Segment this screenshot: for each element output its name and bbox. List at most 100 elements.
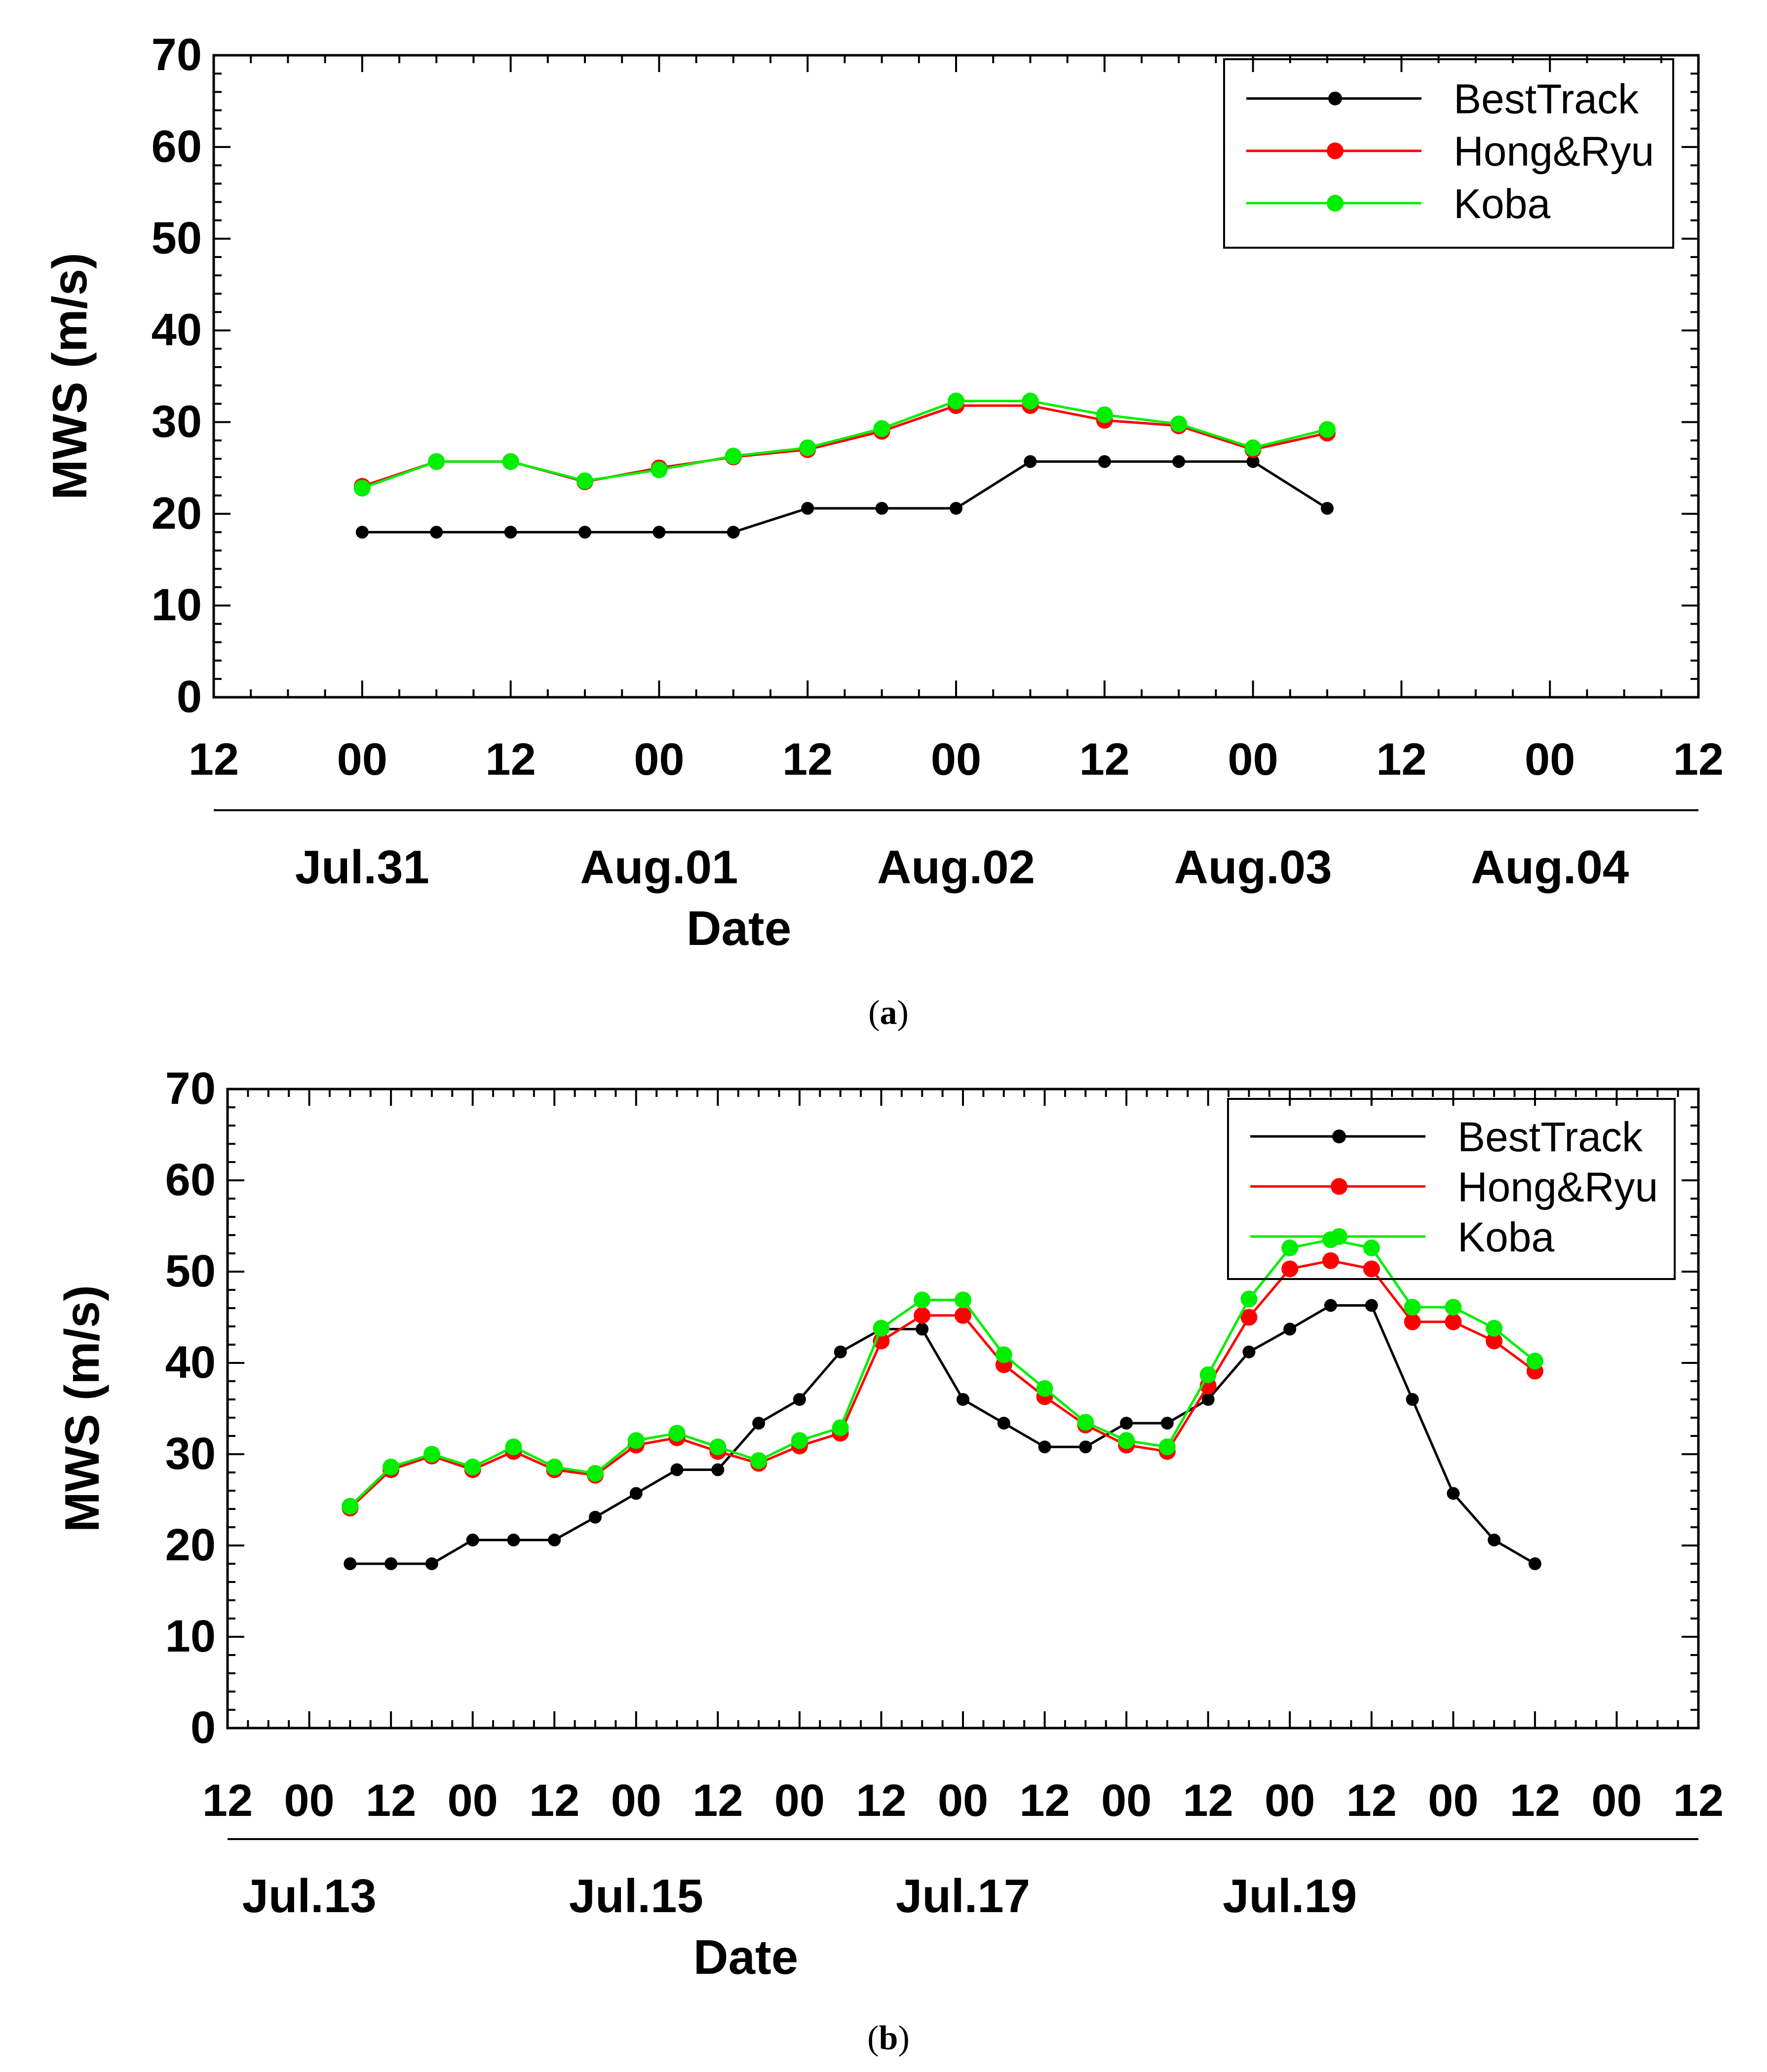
data-point — [1281, 1260, 1299, 1278]
x-hour-tick-label: 12 — [1510, 1775, 1560, 1826]
data-point — [342, 1498, 359, 1515]
data-point — [355, 526, 369, 539]
data-point — [670, 1463, 684, 1476]
legend-label: BestTrack — [1454, 76, 1639, 122]
data-point — [1321, 502, 1334, 515]
data-point — [948, 392, 964, 410]
chart-panel-a: 0 10 20 30 40 50 60 70 12 00 12 00 12 00 12 00 12 00 12 Jul… — [42, 30, 1724, 1032]
series-line-besttrack — [362, 460, 1328, 533]
data-point — [504, 526, 517, 539]
data-point — [1158, 1438, 1176, 1456]
x-hour-tick-label: 12 — [1183, 1775, 1233, 1826]
data-point — [502, 453, 519, 470]
data-point — [1120, 1417, 1133, 1430]
data-point — [997, 1417, 1010, 1430]
panel-letter: a — [880, 994, 897, 1032]
legend-marker — [1331, 1178, 1347, 1195]
date-label: Jul.15 — [569, 1870, 703, 1922]
legend-box — [1223, 58, 1674, 249]
data-point — [1324, 1299, 1337, 1312]
x-axis-title: Date — [693, 1930, 798, 1984]
data-point — [1406, 1393, 1419, 1406]
x-axis-title: Date — [687, 901, 791, 955]
legend-label: Hong&Ryu — [1454, 128, 1654, 175]
data-point — [1022, 392, 1039, 410]
data-point — [832, 1419, 849, 1436]
data-point — [1118, 1432, 1135, 1449]
data-point — [914, 1291, 931, 1309]
data-point — [668, 1425, 686, 1442]
x-hour-tick-label: 00 — [1525, 734, 1575, 785]
data-point — [1488, 1533, 1501, 1546]
data-point — [1526, 1353, 1543, 1370]
x-hour-tick-label: 12 — [1673, 1775, 1724, 1826]
data-point — [576, 472, 593, 490]
x-hour-tick-label: 00 — [938, 1775, 988, 1826]
y-tick-label: 10 — [152, 580, 202, 630]
date-label: Jul.13 — [242, 1870, 376, 1922]
x-hour-tick-label: 12 — [1079, 734, 1130, 785]
x-hour-tick-label: 00 — [1101, 1775, 1152, 1826]
date-label: Aug.04 — [1471, 841, 1629, 894]
date-label: Jul.17 — [896, 1870, 1030, 1922]
x-hour-tick-label: 00 — [1591, 1775, 1642, 1826]
x-hour-tick-label: 00 — [611, 1775, 661, 1826]
data-point — [916, 1322, 929, 1336]
y-tick-label: 60 — [152, 121, 202, 172]
data-point — [995, 1346, 1012, 1363]
data-point — [1170, 415, 1188, 433]
data-point — [1242, 1345, 1256, 1358]
date-label: Aug.01 — [580, 841, 738, 894]
data-point — [466, 1533, 479, 1546]
x-hour-tick-label: 00 — [1428, 1775, 1478, 1826]
data-point — [1322, 1252, 1339, 1269]
x-hour-tick-label: 12 — [529, 1775, 579, 1826]
data-point — [1079, 1440, 1092, 1454]
data-point — [1404, 1299, 1421, 1316]
data-point — [1172, 455, 1186, 468]
y-tick-label: 0 — [191, 1702, 216, 1753]
x-hour-tick-label: 12 — [366, 1775, 416, 1826]
data-point — [430, 526, 443, 539]
date-label: Aug.03 — [1174, 841, 1332, 894]
legend-label: Koba — [1454, 181, 1550, 227]
data-point — [1319, 421, 1336, 438]
x-hour-tick-label: 12 — [1019, 1775, 1070, 1826]
data-point — [914, 1307, 931, 1324]
data-point — [955, 1307, 971, 1324]
data-point — [578, 526, 591, 539]
x-hour-tick-label: 12 — [1673, 734, 1724, 785]
data-point — [589, 1510, 602, 1524]
data-point — [1036, 1380, 1053, 1397]
panel-letter: b — [879, 2019, 898, 2057]
chart-panel-b: 0 10 20 30 40 50 60 70 12 00 12 00 12 00 12 00 12 00 12 00 1… — [55, 1063, 1724, 2057]
data-point — [752, 1417, 766, 1430]
data-point — [711, 1463, 725, 1476]
data-point — [587, 1465, 604, 1482]
data-point — [1244, 439, 1262, 456]
data-point — [629, 1487, 643, 1500]
y-tick-label: 30 — [152, 396, 202, 447]
data-point — [1038, 1440, 1051, 1454]
y-tick-label: 50 — [165, 1246, 216, 1296]
legend-marker — [1328, 91, 1342, 106]
data-point — [725, 448, 742, 465]
data-point — [1024, 455, 1037, 468]
data-point — [873, 420, 890, 437]
data-point — [1486, 1332, 1503, 1350]
y-axis-title: MWS (m/s) — [55, 1285, 109, 1532]
data-point — [1365, 1299, 1378, 1312]
data-point — [1528, 1557, 1541, 1570]
x-hour-tick-label: 00 — [284, 1775, 334, 1826]
data-point — [505, 1438, 522, 1456]
x-hour-tick-label: 12 — [1376, 734, 1426, 785]
data-point — [1445, 1313, 1462, 1330]
data-point — [750, 1452, 768, 1469]
data-point — [1201, 1393, 1215, 1406]
data-point — [546, 1458, 563, 1475]
x-hour-tick-label: 00 — [634, 734, 684, 785]
y-tick-label: 70 — [165, 1063, 216, 1114]
x-hour-tick-label: 00 — [931, 734, 981, 785]
y-tick-label: 40 — [152, 305, 202, 355]
data-point — [423, 1446, 440, 1463]
